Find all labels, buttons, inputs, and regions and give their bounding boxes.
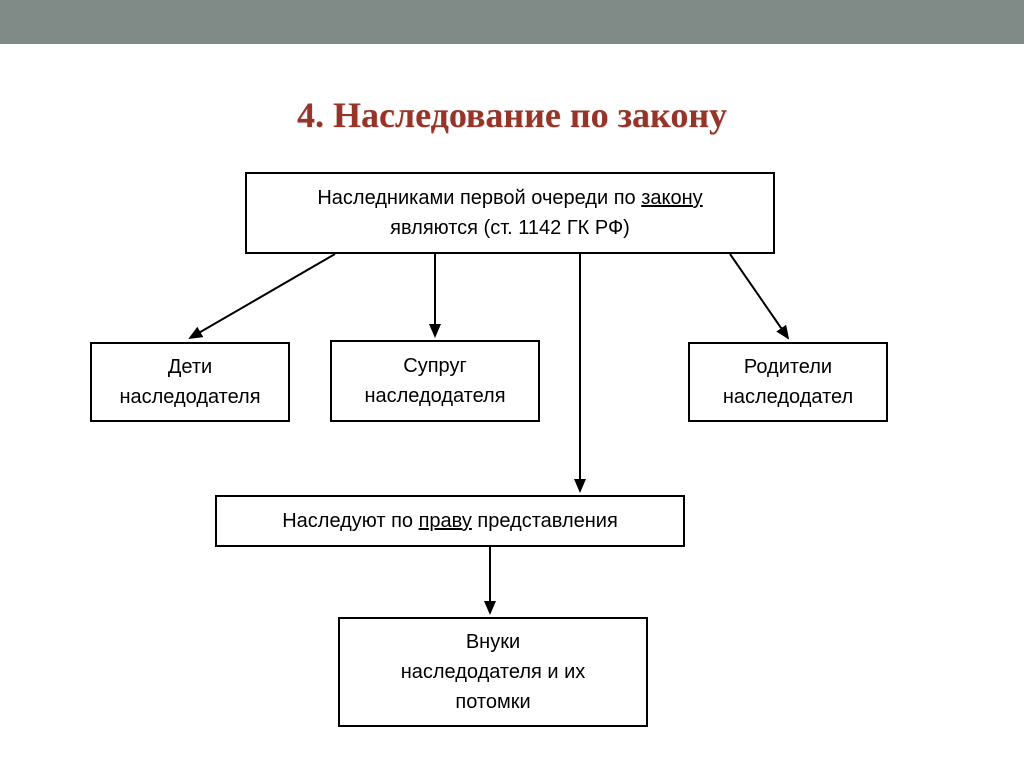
node-child3: Родители наследодател bbox=[688, 342, 888, 422]
node-top-line2: являются (ст. 1142 ГК РФ) bbox=[317, 213, 702, 243]
node-child2: Супруг наследодателя bbox=[330, 340, 540, 422]
node-bottom-line3: потомки bbox=[401, 687, 586, 717]
node-child1: Дети наследодателя bbox=[90, 342, 290, 422]
node-bottom-line2: наследодателя и их bbox=[401, 657, 586, 687]
node-repr-underlined: праву bbox=[419, 510, 472, 532]
node-child1-line1: Дети bbox=[119, 352, 260, 382]
node-top-line1-part1: Наследниками первой очереди по bbox=[317, 187, 641, 209]
node-child1-line2: наследодателя bbox=[119, 382, 260, 412]
node-child3-line2: наследодател bbox=[723, 382, 853, 412]
node-bottom-line1: Внуки bbox=[401, 627, 586, 657]
header-bar bbox=[0, 0, 1024, 44]
node-child2-line1: Супруг bbox=[364, 351, 505, 381]
node-repr: Наследуют по праву представления bbox=[215, 495, 685, 547]
node-bottom: Внуки наследодателя и их потомки bbox=[338, 617, 648, 727]
page-title: 4. Наследование по закону bbox=[0, 94, 1024, 136]
node-child3-line1: Родители bbox=[723, 352, 853, 382]
node-repr-part2: представления bbox=[472, 510, 618, 532]
node-child2-line2: наследодателя bbox=[364, 381, 505, 411]
node-top-underlined: закону bbox=[641, 187, 702, 209]
node-repr-part1: Наследуют по bbox=[282, 510, 418, 532]
node-top: Наследниками первой очереди по закону яв… bbox=[245, 172, 775, 254]
